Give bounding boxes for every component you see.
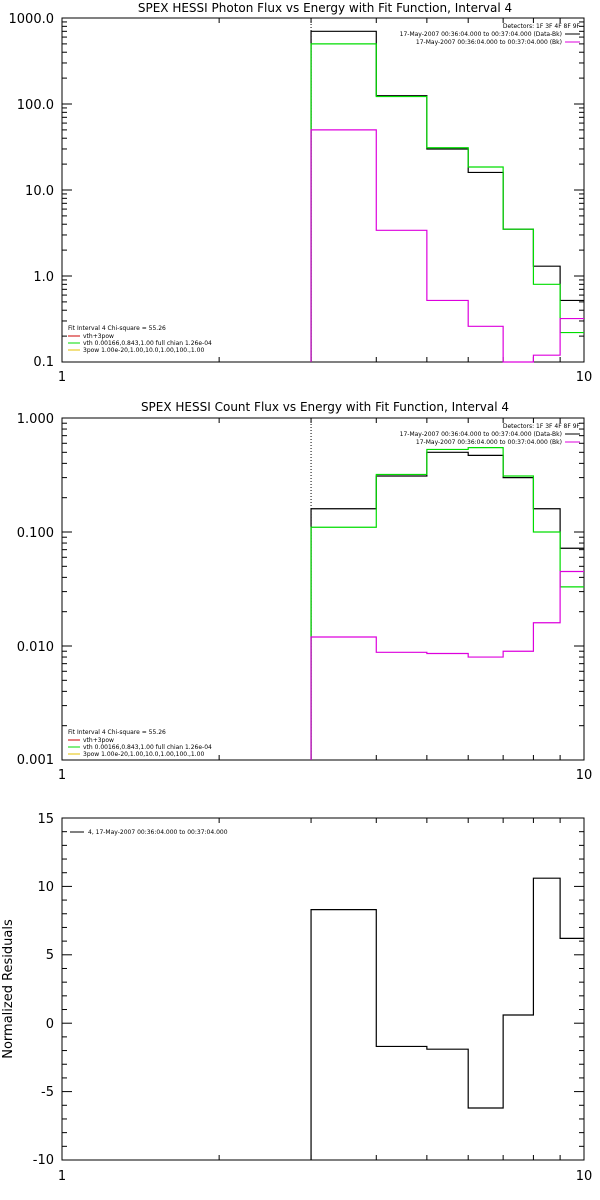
count-flux-panel: SPEX HESSI Count Flux vs Energy with Fit… <box>17 400 592 783</box>
count-flux-ytick-2: 0.010 <box>17 640 54 655</box>
count-flux-legend-bk: 17-May-2007 00:36:04.000 to 00:37:04.000… <box>416 439 562 446</box>
count-flux-fit-total: vth+3pow <box>83 737 114 744</box>
photon-flux-plot-frame <box>61 17 585 363</box>
count-flux-series-2 <box>310 570 584 760</box>
photon-flux-legend-detectors: Detectors: 1F 3F 4F 8F 9F <box>503 23 581 30</box>
count-flux-fit-info: Fit Interval 4 Chi-square = 55.26 <box>68 729 166 736</box>
photon-flux-panel: SPEX HESSI Photon Flux vs Energy with Fi… <box>9 1 593 385</box>
photon-flux-ytick-3: 1.0 <box>33 270 54 285</box>
residuals-ytick-4: -5 <box>41 1085 54 1100</box>
count-flux-fit-vth: vth 0.00166,0.843,1.00 full chian 1.26e-… <box>83 744 212 751</box>
count-flux-ytick-3: 0.001 <box>17 753 54 768</box>
count-flux-title: SPEX HESSI Count Flux vs Energy with Fit… <box>141 400 509 414</box>
residuals-series-0 <box>310 877 584 1160</box>
count-flux-series-1 <box>310 446 584 760</box>
count-flux-legend-detectors: Detectors: 1F 3F 4F 8F 9F <box>503 423 581 430</box>
count-flux-ytick-0: 1.000 <box>17 412 54 427</box>
photon-flux-legend-bk: 17-May-2007 00:36:04.000 to 00:37:04.000… <box>416 39 562 46</box>
residuals-ytick-0: 15 <box>37 812 54 827</box>
count-flux-legend-data-bk: 17-May-2007 00:36:04.000 to 00:37:04.000… <box>400 431 562 438</box>
residuals-panel: 15 10 5 0 -5 -10 1 10 Normalized Residua… <box>1 812 592 1184</box>
count-flux-xtick-1: 10 <box>576 768 593 783</box>
photon-flux-xtick-1: 10 <box>576 370 593 385</box>
photon-flux-legend-data-bk: 17-May-2007 00:36:04.000 to 00:37:04.000… <box>400 31 562 38</box>
residuals-xtick-1: 10 <box>576 1169 593 1184</box>
photon-flux-ytick-0: 1000.0 <box>9 12 55 27</box>
residuals-legend-label: 4, 17-May-2007 00:36:04.000 to 00:37:04.… <box>88 829 228 836</box>
photon-flux-fit-vth: vth 0.00166,0.843,1.00 full chian 1.26e-… <box>83 340 212 347</box>
photon-flux-series-0 <box>310 30 584 362</box>
photon-flux-series-2 <box>310 129 584 363</box>
photon-flux-fit-3pow: 3pow 1.00e-20,1.00,10.0,1.00,100.,1.00 <box>83 347 204 354</box>
photon-flux-series-1 <box>310 43 584 362</box>
count-flux-xtick-0: 1 <box>58 768 66 783</box>
count-flux-ytick-1: 0.100 <box>17 526 54 541</box>
residuals-ytick-2: 5 <box>46 948 54 963</box>
residuals-ylabel: Normalized Residuals <box>1 919 16 1059</box>
count-flux-fit-3pow: 3pow 1.00e-20,1.00,10.0,1.00,100.,1.00 <box>83 751 204 758</box>
photon-flux-xtick-0: 1 <box>58 370 66 385</box>
residuals-ytick-1: 10 <box>37 880 54 895</box>
photon-flux-fit-total: vth+3pow <box>83 333 114 340</box>
residuals-plot-frame <box>61 817 585 1161</box>
photon-flux-fit-info: Fit Interval 4 Chi-square = 55.26 <box>68 325 166 332</box>
residuals-ytick-3: 0 <box>46 1017 54 1032</box>
residuals-xtick-0: 1 <box>58 1169 66 1184</box>
photon-flux-title: SPEX HESSI Photon Flux vs Energy with Fi… <box>138 1 512 15</box>
photon-flux-ytick-4: 0.1 <box>33 355 54 370</box>
photon-flux-ytick-2: 10.0 <box>25 184 54 199</box>
count-flux-series-0 <box>310 451 584 760</box>
count-flux-plot-frame <box>61 417 585 761</box>
photon-flux-ytick-1: 100.0 <box>17 98 54 113</box>
residuals-ytick-5: -10 <box>33 1153 54 1168</box>
